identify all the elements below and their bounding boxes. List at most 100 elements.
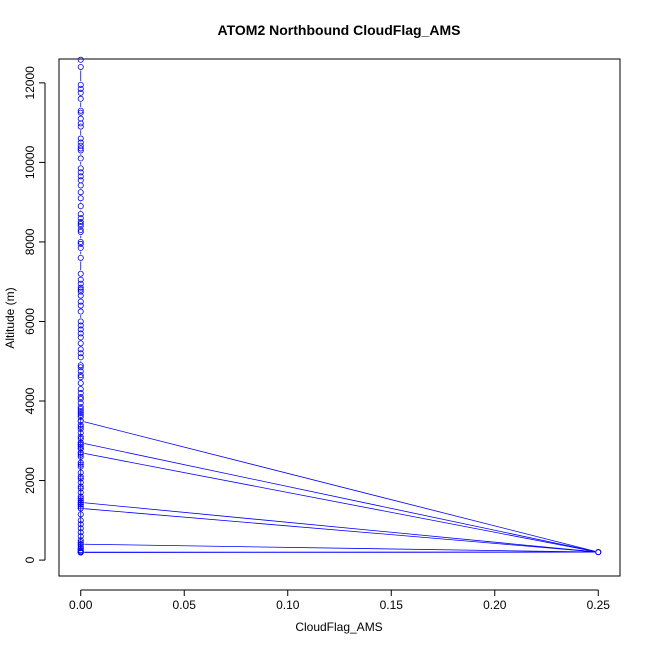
data-point <box>77 485 84 492</box>
y-tick-label: 4000 <box>23 387 37 414</box>
data-point <box>77 421 84 428</box>
data-point <box>77 340 84 347</box>
data-point <box>77 407 84 414</box>
data-point <box>77 499 84 506</box>
data-point <box>77 362 84 369</box>
data-point <box>77 473 84 480</box>
series-line-segment <box>84 508 595 553</box>
data-point <box>77 308 84 315</box>
data-point <box>77 173 84 180</box>
data-point <box>77 85 84 92</box>
data-point <box>77 302 84 309</box>
data-point <box>77 435 84 442</box>
data-point <box>77 453 84 460</box>
data-point <box>77 525 84 532</box>
data-point <box>77 219 84 226</box>
data-point <box>77 215 84 222</box>
y-axis-label: Altitude (m) <box>3 287 17 348</box>
data-point <box>77 497 84 504</box>
data-point <box>77 254 84 261</box>
data-point <box>77 541 84 548</box>
data-point <box>77 107 84 114</box>
data-point <box>77 409 84 416</box>
data-point <box>77 463 84 470</box>
data-point <box>77 109 84 116</box>
data-point <box>77 495 84 502</box>
data-point <box>77 95 84 102</box>
y-tick-label: 8000 <box>23 228 37 255</box>
data-point <box>77 244 84 251</box>
data-point <box>77 517 84 524</box>
data-point <box>77 511 84 518</box>
data-point <box>77 372 84 379</box>
data-point <box>77 400 84 407</box>
chart-title: ATOM2 Northbound CloudFlag_AMS <box>218 22 461 38</box>
data-point <box>77 326 84 333</box>
data-point <box>77 330 84 337</box>
data-point <box>77 396 84 403</box>
data-point <box>595 549 602 556</box>
x-tick-label: 0.05 <box>173 598 197 612</box>
data-point <box>77 284 84 291</box>
data-point <box>77 433 84 440</box>
data-point <box>77 346 84 353</box>
data-point <box>77 547 84 554</box>
data-point <box>77 374 84 381</box>
data-point <box>77 429 84 436</box>
data-point <box>77 521 84 528</box>
y-tick-label: 0 <box>23 556 37 563</box>
data-point <box>77 545 84 552</box>
y-tick-label: 12000 <box>23 66 37 100</box>
data-point <box>77 445 84 452</box>
x-tick-label: 0.00 <box>69 598 93 612</box>
data-point <box>77 142 84 149</box>
data-point <box>77 56 84 63</box>
data-point <box>77 443 84 450</box>
data-point <box>77 533 84 540</box>
data-point <box>77 380 84 387</box>
data-point <box>77 549 84 556</box>
data-point <box>77 493 84 500</box>
data-point <box>77 441 84 448</box>
data-point <box>77 539 84 546</box>
data-point <box>77 298 84 305</box>
data-point <box>77 81 84 88</box>
y-tick-label: 10000 <box>23 145 37 179</box>
data-point <box>77 368 84 375</box>
series-line-segment <box>84 543 595 553</box>
data-point <box>77 165 84 172</box>
data-point <box>77 459 84 466</box>
y-axis: 0 2000 4000 6000 8000 10000 12000 <box>23 66 46 563</box>
data-point <box>77 182 84 189</box>
data-point <box>77 195 84 202</box>
data-point <box>77 115 84 122</box>
data-series <box>77 56 602 556</box>
data-point <box>77 390 84 397</box>
data-point <box>77 155 84 162</box>
data-point <box>77 413 84 420</box>
y-tick-label: 2000 <box>23 467 37 494</box>
data-point <box>77 469 84 476</box>
data-point <box>77 403 84 410</box>
data-point <box>77 501 84 508</box>
data-point <box>77 461 84 468</box>
data-point <box>77 479 84 486</box>
data-point <box>77 322 84 329</box>
series-line-segment <box>84 443 595 552</box>
data-point <box>77 63 84 70</box>
data-point <box>77 139 84 146</box>
data-point <box>77 145 84 152</box>
data-point <box>77 529 84 536</box>
data-point <box>77 483 84 490</box>
data-point <box>77 449 84 456</box>
x-tick-label: 0.25 <box>587 598 611 612</box>
data-point <box>77 451 84 458</box>
data-point <box>77 238 84 245</box>
data-point <box>77 211 84 218</box>
series-line-segment <box>84 421 595 552</box>
data-point <box>77 147 84 154</box>
data-point <box>77 123 84 130</box>
data-point <box>77 417 84 424</box>
data-point <box>77 386 84 393</box>
